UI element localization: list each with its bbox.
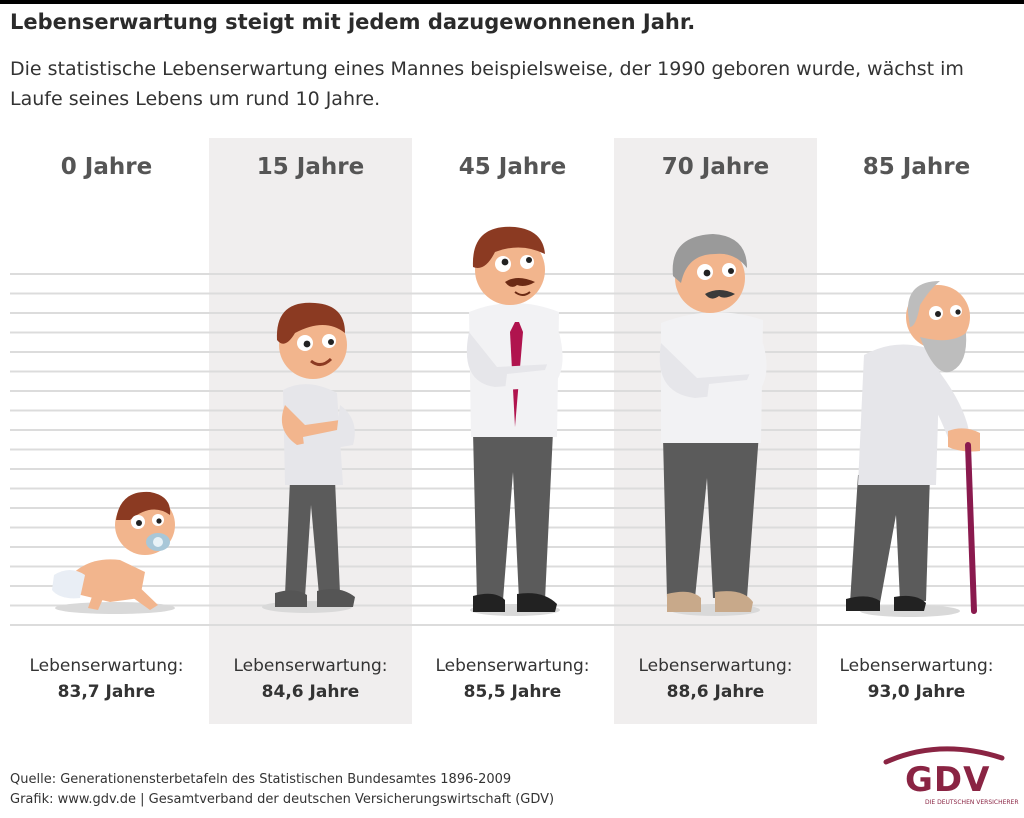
life-expectancy-label-0: Lebenserwartung: (29, 656, 184, 676)
life-expectancy-value-0: 83,7 Jahre (57, 682, 156, 702)
life-expectancy-value-45: 85,5 Jahre (463, 682, 562, 702)
page-subtitle: Die statistische Lebenserwartung eines M… (10, 58, 964, 110)
life-expectancy-label-45: Lebenserwartung: (435, 656, 590, 676)
source-line: Quelle: Generationensterbetafeln des Sta… (10, 772, 512, 787)
age-header-70: 70 Jahre (661, 154, 770, 180)
credit-line: Grafik: www.gdv.de | Gesamtverband der d… (10, 792, 555, 807)
gdv-logo-tagline: DIE DEUTSCHEN VERSICHERER (925, 799, 1019, 806)
teen-boy-figure (262, 302, 355, 613)
life-expectancy-label-15: Lebenserwartung: (233, 656, 388, 676)
life-expectancy-value-70: 88,6 Jahre (666, 682, 765, 702)
life-expectancy-label-70: Lebenserwartung: (638, 656, 793, 676)
gdv-logo-text: GDV (905, 760, 991, 800)
age-header-45: 45 Jahre (458, 154, 567, 180)
top-border (0, 0, 1024, 4)
senior-man-figure (659, 234, 767, 616)
age-header-0: 0 Jahre (60, 154, 153, 180)
life-expectancy-label-85: Lebenserwartung: (839, 656, 994, 676)
elderly-man-with-cane-figure (846, 281, 980, 617)
age-header-85: 85 Jahre (862, 154, 971, 180)
life-expectancy-value-85: 93,0 Jahre (867, 682, 966, 702)
page-title: Lebenserwartung steigt mit jedem dazugew… (10, 10, 696, 34)
baby-figure (52, 491, 175, 614)
footer-source: Quelle: Generationensterbetafeln des Sta… (10, 770, 554, 810)
middle-aged-man-figure (466, 226, 563, 616)
gdv-logo-arc (883, 746, 1005, 765)
life-expectancy-value-15: 84,6 Jahre (261, 682, 360, 702)
age-header-15: 15 Jahre (256, 154, 365, 180)
